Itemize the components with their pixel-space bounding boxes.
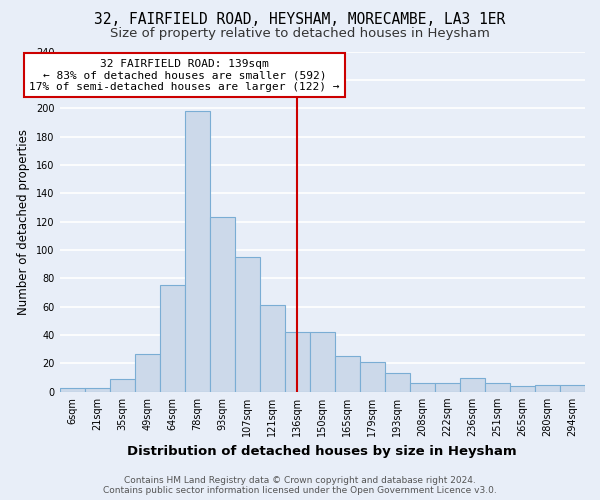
- X-axis label: Distribution of detached houses by size in Heysham: Distribution of detached houses by size …: [127, 444, 517, 458]
- Bar: [510, 386, 535, 392]
- Bar: [310, 332, 335, 392]
- Bar: [460, 378, 485, 392]
- Bar: [185, 111, 209, 392]
- Y-axis label: Number of detached properties: Number of detached properties: [17, 128, 31, 314]
- Bar: [360, 362, 385, 392]
- Bar: [59, 388, 85, 392]
- Text: 32, FAIRFIELD ROAD, HEYSHAM, MORECAMBE, LA3 1ER: 32, FAIRFIELD ROAD, HEYSHAM, MORECAMBE, …: [94, 12, 506, 28]
- Bar: [560, 384, 585, 392]
- Bar: [160, 286, 185, 392]
- Bar: [535, 384, 560, 392]
- Bar: [134, 354, 160, 392]
- Text: Size of property relative to detached houses in Heysham: Size of property relative to detached ho…: [110, 28, 490, 40]
- Text: 32 FAIRFIELD ROAD: 139sqm
← 83% of detached houses are smaller (592)
17% of semi: 32 FAIRFIELD ROAD: 139sqm ← 83% of detac…: [29, 58, 340, 92]
- Bar: [285, 332, 310, 392]
- Bar: [209, 218, 235, 392]
- Bar: [85, 388, 110, 392]
- Bar: [435, 384, 460, 392]
- Bar: [410, 384, 435, 392]
- Bar: [260, 306, 285, 392]
- Bar: [385, 374, 410, 392]
- Bar: [235, 257, 260, 392]
- Bar: [485, 384, 510, 392]
- Bar: [335, 356, 360, 392]
- Text: Contains HM Land Registry data © Crown copyright and database right 2024.
Contai: Contains HM Land Registry data © Crown c…: [103, 476, 497, 495]
- Bar: [110, 379, 134, 392]
